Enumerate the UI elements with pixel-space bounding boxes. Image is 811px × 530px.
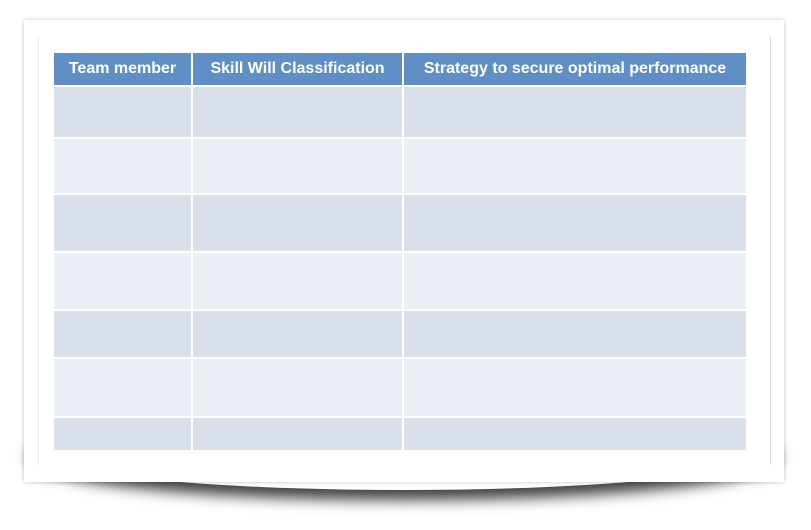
table-row	[54, 85, 746, 139]
cell-classification[interactable]	[191, 137, 404, 195]
cell-strategy[interactable]	[402, 251, 746, 311]
inner-frame	[38, 36, 771, 465]
table-row	[54, 251, 746, 311]
cell-team-member[interactable]	[54, 137, 193, 195]
table-row	[54, 416, 746, 452]
table-row	[54, 137, 746, 195]
cell-classification[interactable]	[191, 309, 404, 359]
cell-classification[interactable]	[191, 416, 404, 452]
cell-strategy[interactable]	[402, 357, 746, 418]
cell-strategy[interactable]	[402, 309, 746, 359]
table-row	[54, 193, 746, 253]
cell-strategy[interactable]	[402, 137, 746, 195]
cell-team-member[interactable]	[54, 309, 193, 359]
cell-classification[interactable]	[191, 251, 404, 311]
cell-classification[interactable]	[191, 357, 404, 418]
slide-card: Team member Skill Will Classification St…	[24, 20, 784, 482]
cell-team-member[interactable]	[54, 416, 193, 452]
table-row	[54, 309, 746, 359]
cell-classification[interactable]	[191, 193, 404, 253]
cell-team-member[interactable]	[54, 85, 193, 139]
header-team-member: Team member	[54, 53, 193, 87]
cell-team-member[interactable]	[54, 193, 193, 253]
cell-strategy[interactable]	[402, 85, 746, 139]
cell-classification[interactable]	[191, 85, 404, 139]
header-skill-will: Skill Will Classification	[191, 53, 404, 87]
cell-team-member[interactable]	[54, 251, 193, 311]
header-row: Team member Skill Will Classification St…	[54, 53, 746, 87]
cell-team-member[interactable]	[54, 357, 193, 418]
skill-will-table: Team member Skill Will Classification St…	[54, 53, 746, 452]
cell-strategy[interactable]	[402, 193, 746, 253]
table-row	[54, 357, 746, 418]
header-strategy: Strategy to secure optimal performance	[402, 53, 746, 87]
cell-strategy[interactable]	[402, 416, 746, 452]
